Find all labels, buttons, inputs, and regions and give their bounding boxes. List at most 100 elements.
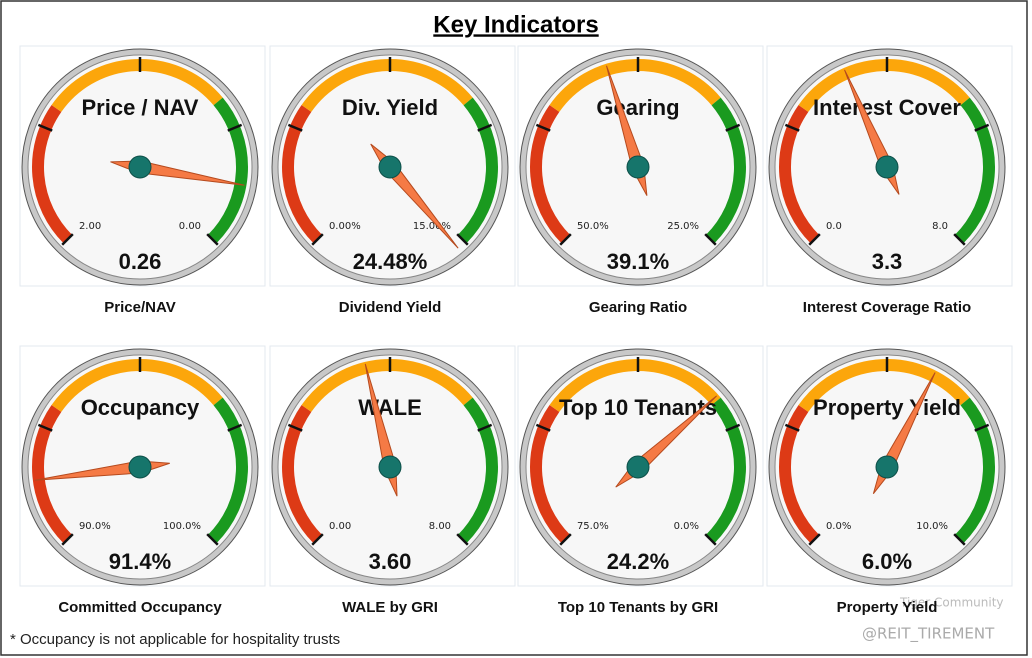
gauge-value: 6.0%	[862, 549, 912, 574]
gauge-caption: Top 10 Tenants by GRI	[558, 599, 718, 616]
footnote: * Occupancy is not applicable for hospit…	[10, 631, 340, 648]
zone-green	[207, 397, 248, 544]
gauge-caption: WALE by GRI	[342, 599, 438, 616]
zone-red	[32, 405, 73, 544]
tick-label: 0.0%	[674, 521, 699, 532]
needle-hub	[378, 455, 402, 479]
tick	[61, 533, 74, 546]
tick	[559, 233, 572, 246]
gauge-caption: Dividend Yield	[339, 299, 442, 316]
minor-tick	[287, 123, 303, 132]
zone-green	[705, 397, 746, 544]
zone-orange	[549, 359, 721, 412]
gauge-title: Gearing	[596, 95, 679, 120]
needle-hub	[875, 155, 899, 179]
tick-label: 0.00	[179, 221, 201, 232]
tick-label: 8.0	[932, 221, 948, 232]
tick-label: 90.0%	[79, 521, 111, 532]
zone-green	[457, 397, 498, 544]
needle-hub	[875, 455, 899, 479]
tick	[61, 233, 74, 246]
tick-label: 75.0%	[577, 521, 609, 532]
zone-green	[457, 97, 498, 244]
zone-red	[32, 105, 73, 244]
gauge-title: Occupancy	[81, 395, 200, 420]
gauge-value: 91.4%	[109, 549, 171, 574]
tick	[456, 233, 469, 246]
minor-tick	[725, 123, 741, 132]
gauge-title: WALE	[358, 395, 422, 420]
minor-tick	[784, 423, 800, 432]
gauge-value: 3.60	[369, 549, 412, 574]
minor-tick	[725, 423, 741, 432]
tick	[206, 533, 219, 546]
zone-red	[530, 105, 571, 244]
needle-hub	[626, 155, 650, 179]
minor-tick	[974, 423, 990, 432]
tick-label: 25.0%	[667, 221, 699, 232]
gauge-value: 39.1%	[607, 249, 669, 274]
tick	[808, 533, 821, 546]
minor-tick	[535, 123, 551, 132]
tick	[311, 533, 324, 546]
zone-green	[954, 97, 995, 244]
zone-orange	[301, 59, 473, 112]
tick-label: 100.0%	[163, 521, 201, 532]
zone-orange	[549, 59, 721, 112]
minor-tick	[37, 123, 53, 132]
zone-red	[779, 105, 820, 244]
minor-tick	[227, 423, 243, 432]
watermark: Tiger Community	[899, 596, 1004, 610]
zone-red	[530, 405, 571, 544]
gauge-caption: Gearing Ratio	[589, 299, 687, 316]
minor-tick	[477, 123, 493, 132]
zone-red	[779, 405, 820, 544]
watermark: @REIT_TIREMENT	[862, 625, 995, 644]
gauge-title: Top 10 Tenants	[559, 395, 717, 420]
minor-tick	[974, 123, 990, 132]
gauges: 2.00 0.00 Price / NAV 0.26 Price/NAV 0.00% 15.…	[19, 45, 1013, 616]
gauge-title: Interest Cover	[813, 95, 961, 120]
minor-tick	[535, 423, 551, 432]
tick-label: 8.00	[429, 521, 451, 532]
zone-orange	[301, 359, 473, 412]
minor-tick	[227, 123, 243, 132]
needle-hub	[626, 455, 650, 479]
gauge-title: Property Yield	[813, 395, 961, 420]
tick	[206, 233, 219, 246]
zone-green	[705, 97, 746, 244]
tick	[808, 233, 821, 246]
tick-label: 0.00%	[329, 221, 361, 232]
tick-label: 2.00	[79, 221, 101, 232]
tick-label: 0.0	[826, 221, 842, 232]
page-title: Key Indicators	[433, 11, 598, 38]
tick	[704, 233, 717, 246]
zone-orange	[798, 359, 970, 412]
gauge-caption: Committed Occupancy	[58, 599, 222, 616]
zone-red	[282, 105, 323, 244]
zone-red	[282, 405, 323, 544]
tick	[456, 533, 469, 546]
needle-hub	[128, 455, 152, 479]
tick-label: 15.00%	[413, 221, 451, 232]
zone-orange	[51, 59, 223, 112]
tick-label: 50.0%	[577, 221, 609, 232]
gauge-value: 24.2%	[607, 549, 669, 574]
tick	[953, 233, 966, 246]
tick-label: 0.0%	[826, 521, 851, 532]
tick-label: 10.0%	[916, 521, 948, 532]
zone-green	[954, 397, 995, 544]
minor-tick	[37, 423, 53, 432]
minor-tick	[477, 423, 493, 432]
needle-hub	[128, 155, 152, 179]
needle-hub	[378, 155, 402, 179]
tick	[559, 533, 572, 546]
tick-label: 0.00	[329, 521, 351, 532]
gauge-caption: Interest Coverage Ratio	[803, 299, 971, 316]
gauge-title: Price / NAV	[82, 95, 199, 120]
gauge-value: 24.48%	[353, 249, 428, 274]
gauge-title: Div. Yield	[342, 95, 438, 120]
gauge-value: 3.3	[872, 249, 903, 274]
minor-tick	[784, 123, 800, 132]
